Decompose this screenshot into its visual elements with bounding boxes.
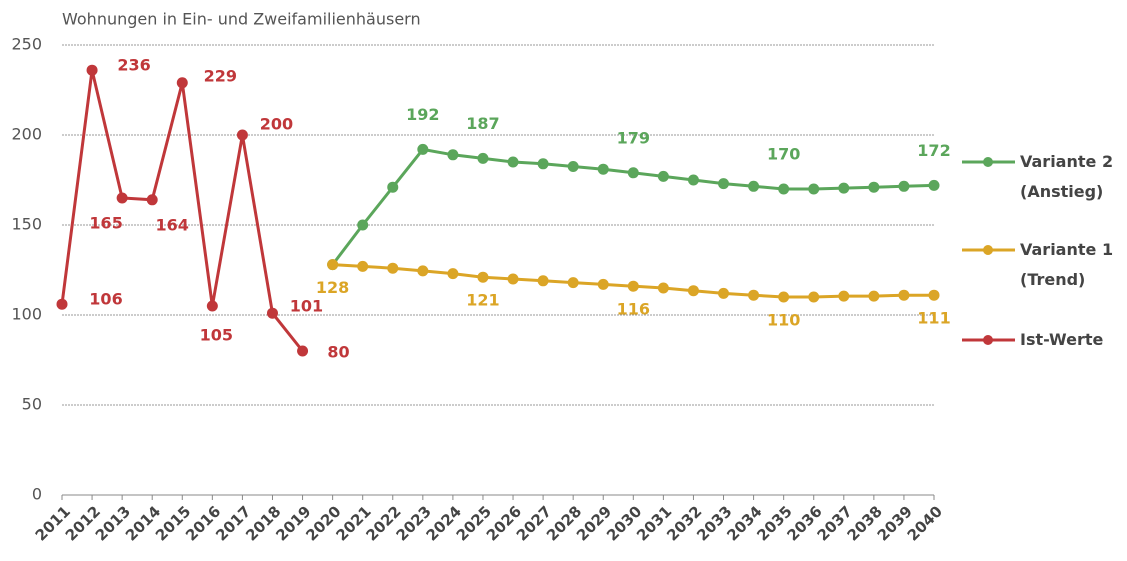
data-point — [748, 180, 760, 192]
legend-marker — [983, 245, 993, 255]
data-point — [387, 181, 399, 193]
data-point — [868, 181, 880, 193]
data-point — [778, 291, 790, 303]
data-point — [597, 163, 609, 175]
data-point — [778, 183, 790, 195]
data-point — [507, 273, 519, 285]
data-point — [116, 192, 128, 204]
data-point — [898, 180, 910, 192]
data-point — [56, 298, 68, 310]
data-point — [838, 182, 850, 194]
data-point — [808, 291, 820, 303]
legend-label: Variante 1 (Trend) — [1020, 240, 1114, 289]
data-label: 101 — [290, 297, 323, 316]
data-label: 179 — [617, 128, 650, 147]
data-point — [718, 178, 730, 190]
data-point — [898, 289, 910, 301]
x-tick-label: 2040 — [904, 502, 946, 544]
data-point — [838, 290, 850, 302]
data-label: 111 — [917, 309, 950, 328]
data-point — [507, 156, 519, 168]
data-label: 170 — [767, 145, 800, 164]
data-label: 106 — [89, 290, 122, 309]
data-point — [86, 64, 98, 76]
data-point — [597, 278, 609, 290]
data-point — [567, 161, 579, 172]
data-point — [928, 289, 940, 301]
data-point — [868, 290, 880, 302]
data-label: 165 — [89, 214, 122, 233]
data-label: 80 — [327, 343, 349, 362]
y-tick-label: 0 — [32, 485, 42, 504]
data-point — [627, 167, 639, 179]
data-label: 236 — [117, 56, 150, 75]
data-point — [357, 260, 369, 272]
series-line — [60, 69, 304, 352]
data-label: 172 — [917, 141, 950, 160]
data-label: 105 — [200, 326, 233, 345]
y-tick-label: 50 — [22, 395, 42, 414]
data-point — [266, 307, 278, 319]
data-label: 116 — [617, 300, 650, 319]
data-point — [808, 183, 820, 195]
data-label: 187 — [466, 114, 499, 133]
data-point — [748, 289, 760, 301]
data-point — [718, 287, 730, 299]
data-point — [146, 194, 158, 206]
legend-label: Ist-Werte — [1020, 330, 1104, 349]
data-point — [297, 345, 309, 357]
y-tick-label: 100 — [11, 305, 42, 324]
data-point — [447, 149, 459, 161]
data-point — [567, 277, 579, 289]
data-point — [417, 265, 429, 277]
legend-marker — [983, 157, 993, 167]
axis-title: Wohnungen in Ein- und Zweifamilienhäuser… — [62, 10, 421, 29]
y-tick-label: 200 — [11, 125, 42, 144]
data-point — [357, 219, 369, 231]
data-point — [387, 262, 399, 274]
series-line — [331, 147, 935, 266]
data-label: 200 — [260, 115, 293, 134]
data-point — [687, 174, 699, 186]
legend-marker — [983, 335, 993, 345]
data-label: 128 — [316, 278, 349, 297]
data-label: 121 — [466, 291, 499, 310]
data-point — [477, 271, 489, 283]
y-tick-label: 250 — [11, 35, 42, 54]
data-point — [327, 259, 339, 271]
data-point — [687, 285, 699, 297]
data-point — [928, 179, 940, 191]
data-label: 164 — [156, 215, 189, 234]
data-point — [176, 77, 188, 89]
data-label: 192 — [406, 105, 439, 124]
data-point — [657, 170, 669, 182]
legend-label: Variante 2 (Anstieg) — [1020, 152, 1114, 201]
data-point — [537, 275, 549, 287]
data-label: 110 — [767, 311, 800, 330]
y-tick-label: 150 — [11, 215, 42, 234]
data-label: 229 — [204, 66, 237, 85]
data-point — [236, 129, 248, 141]
data-point — [477, 152, 489, 164]
data-point — [627, 280, 639, 292]
data-point — [537, 158, 549, 170]
data-point — [447, 268, 459, 280]
data-point — [657, 282, 669, 294]
data-point — [417, 143, 429, 155]
data-point — [206, 300, 218, 312]
